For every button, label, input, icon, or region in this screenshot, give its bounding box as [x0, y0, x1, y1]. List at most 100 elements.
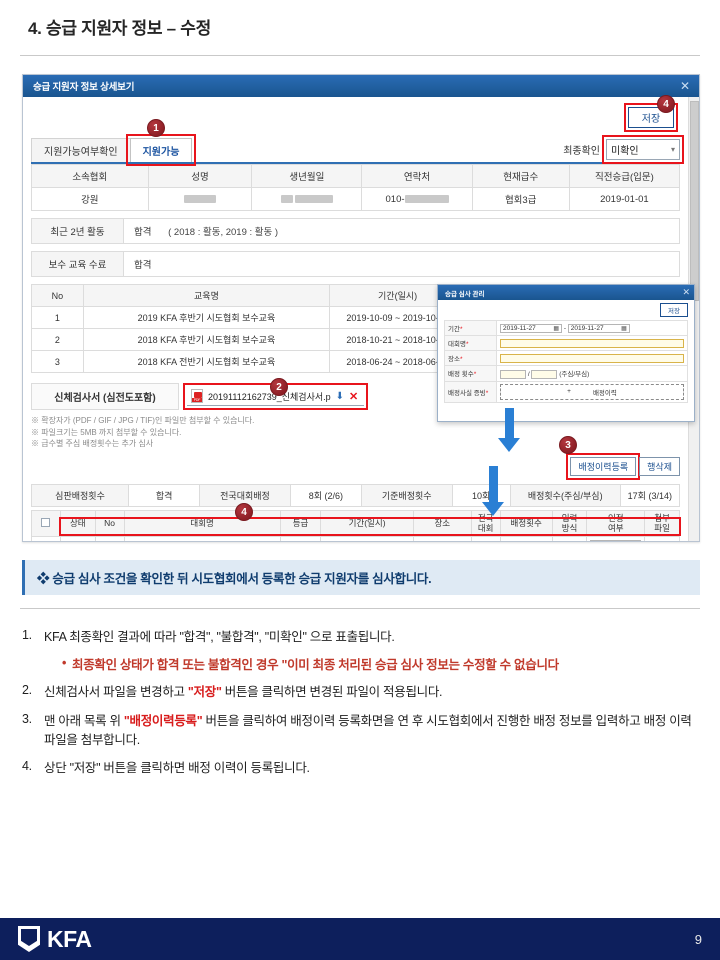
row-checkbox-cell[interactable]: [31, 536, 61, 541]
cell-education-name: 2018 KFA 후반기 시도협회 보수교육: [82, 328, 331, 351]
select-all-checkbox[interactable]: [41, 517, 51, 527]
cell-education-name: 2019 KFA 후반기 시도협회 보수교육: [82, 306, 331, 329]
period-from-value: 2019-11-27: [503, 324, 536, 332]
note-assignment: ※ 급수별 주심 배정횟수는 추가 심사: [31, 439, 154, 449]
final-confirm-label: 최종확인: [563, 146, 600, 157]
badge-4-row: 4: [235, 503, 253, 521]
step-4-text: 상단 "저장" 버튼을 클릭하면 배정 이력이 등록됩니다.: [44, 761, 310, 776]
step-2-pre: 신체검사서 파일을 변경하고: [44, 685, 188, 700]
brand-name: KFA: [47, 925, 92, 952]
scrollbar-thumb[interactable]: [690, 101, 699, 301]
evidence-upload-box[interactable]: + 배정이력: [500, 383, 684, 400]
substep-1: • 최종확인 상태가 합격 또는 불합격인 경우 "이미 최종 처리된 승급 심…: [56, 656, 698, 675]
arrow-popup-to-button: [498, 408, 520, 452]
recent-activity-label: 최근 2년 활동: [32, 219, 124, 243]
calendar-icon[interactable]: ▦: [621, 325, 627, 332]
stat-value-standard-assignments: 10회: [453, 484, 511, 506]
cell-state: [59, 536, 96, 541]
cell-input-type: 자동: [551, 536, 588, 541]
stat-label-standard-assignments: 기준배정횟수: [361, 484, 453, 506]
title-divider: [20, 55, 700, 56]
bullet-icon: •: [61, 656, 67, 671]
medical-certificate-label: 신체검사서 (심전도포함): [31, 383, 179, 410]
refresher-education-row: 보수 교육 수료 합격: [31, 251, 680, 277]
step-3: 3. 맨 아래 목록 위 "배정이력등록" 버튼을 클릭하여 배정이력 등록화면…: [22, 712, 698, 751]
page-number: 9: [694, 931, 702, 947]
cell-competition-name: 2019: [123, 536, 281, 541]
tab-list: 지원가능여부확인 지원가능: [31, 134, 197, 166]
table-row[interactable]: 1 2019 중등 2019-07-20 ~ 2019-08-0 Y 4회 (1…: [31, 536, 680, 541]
step-3-text: 맨 아래 목록 위 "배정이력등록" 버튼을 클릭하여 배정이력 등록화면을 연…: [44, 712, 698, 751]
popup-form: 기간* 2019-11-27 ▦ - 2019-11-27 ▦ 대회명*: [444, 320, 688, 403]
register-assignment-history-button[interactable]: 배정이력등록: [566, 452, 641, 480]
place-input[interactable]: [500, 353, 684, 363]
period-to-input[interactable]: 2019-11-27 ▦: [567, 323, 630, 333]
assistant-referee-count-input[interactable]: [531, 369, 558, 379]
cell-period: 2018-06-24 ~ 2018-06-24: [329, 350, 467, 373]
accept-select[interactable]: 인정 ▾: [590, 540, 642, 541]
tab-eligible[interactable]: 지원가능: [125, 134, 197, 166]
form-row-evidence: 배정사실 증빙* + 배정이력: [444, 380, 688, 403]
main-referee-count-input[interactable]: [500, 369, 526, 379]
count-hint: (주심/부심): [559, 371, 590, 378]
col-accept: 인정 여부: [586, 509, 646, 538]
delete-row-button[interactable]: 행삭제: [639, 456, 680, 476]
period-from-input[interactable]: 2019-11-27 ▦: [500, 323, 562, 333]
col-select-all[interactable]: [31, 509, 61, 538]
col-no: No: [94, 509, 125, 538]
col-competition-name: 대회명: [123, 509, 281, 538]
recent-activity-row: 최근 2년 활동 합격 ( 2018 : 활동, 2019 : 활동 ): [31, 218, 680, 244]
close-icon[interactable]: ✕: [682, 287, 690, 297]
cell-national: Y: [470, 536, 501, 541]
download-icon[interactable]: ⬇: [335, 390, 345, 402]
field-assignment-count[interactable]: / (주심/부심): [496, 365, 688, 382]
stat-value-assignment-count: 17회 (3/14): [627, 490, 672, 501]
col-no: No: [31, 284, 84, 307]
step-1: 1. KFA 최종확인 결과에 따라 "합격", "불합격", "미확인" 으로…: [22, 628, 698, 647]
referee-stats-row: 심판배정횟수 합격 전국대회배정 8회 (2/6) 기준배정횟수 10회 배정횟…: [31, 483, 680, 507]
cell-attach-file[interactable]: 📎: [644, 536, 680, 541]
col-name: 성명: [147, 164, 253, 188]
close-icon[interactable]: ✕: [679, 79, 690, 93]
competition-name-input[interactable]: [500, 338, 684, 348]
label-place: 장소*: [444, 350, 497, 366]
step-4: 4. 상단 "저장" 버튼을 클릭하면 배정 이력이 등록됩니다.: [22, 759, 698, 778]
tab-eligibility-check[interactable]: 지원가능여부확인: [31, 138, 131, 162]
field-place[interactable]: [496, 350, 688, 366]
step-3-number: 3.: [22, 711, 32, 726]
delete-x-icon[interactable]: ✕: [349, 390, 359, 403]
count-separator: /: [527, 371, 530, 378]
table-header-row: 소속협회 성명 생년월일 연락처 현재급수 직전승급(입문): [31, 164, 681, 188]
calendar-icon[interactable]: ▦: [553, 325, 559, 332]
table-header-row: 상태 No 대회명 등급 기간(일시) 장소 전국 대회 배정횟수 입력 방식 인정…: [31, 509, 680, 538]
chevron-down-icon: ▾: [670, 145, 675, 154]
popup-title: 승급 심사 관리: [445, 290, 485, 298]
step-3-pre: 맨 아래 목록 위: [44, 713, 124, 728]
cell-place: [412, 536, 472, 541]
col-current-grade: 현재급수: [471, 164, 570, 188]
window-title: 승급 지원자 정보 상세보기: [33, 82, 135, 93]
cell-no: 1: [31, 306, 84, 329]
cell-grade: 중등: [279, 536, 322, 541]
refresher-education-value: 합격: [134, 260, 152, 271]
cell-no: 3: [31, 350, 84, 373]
row-action-buttons: 배정이력등록 행삭제: [31, 452, 680, 480]
col-association: 소속협회: [31, 164, 149, 188]
cell-name: [147, 187, 253, 211]
medical-certificate-file[interactable]: 20191112162739_신체검사서.p ⬇ ✕: [182, 383, 369, 410]
cell-association: 강원: [31, 187, 149, 211]
applicant-info-table: 소속협회 성명 생년월일 연락처 현재급수 직전승급(입문) 강원 010- 협…: [31, 164, 681, 211]
medical-certificate-row: 신체검사서 (심전도포함) 20191112162739_신체검사서.p ⬇ ✕: [31, 383, 680, 410]
field-period[interactable]: 2019-11-27 ▦ - 2019-11-27 ▦: [496, 320, 688, 336]
form-row-competition-name: 대회명*: [444, 335, 688, 351]
recent-activity-note: ( 2018 : 활동, 2019 : 활동 ): [168, 227, 279, 238]
attachment-notes: ※ 확장자가 (PDF / GIF / JPG / TIF)인 파일만 첨부할 …: [31, 415, 680, 450]
cell-birthdate: [251, 187, 363, 211]
cell-accept[interactable]: 인정 ▾: [586, 536, 646, 541]
field-competition-name[interactable]: [496, 335, 688, 351]
col-period: 기간(일시): [320, 509, 414, 538]
final-confirm-select[interactable]: 미확인 ▾: [602, 135, 684, 164]
popup-save-button[interactable]: 저장: [660, 303, 688, 317]
kfa-crest-icon: [18, 926, 40, 952]
field-evidence[interactable]: + 배정이력: [496, 380, 688, 403]
